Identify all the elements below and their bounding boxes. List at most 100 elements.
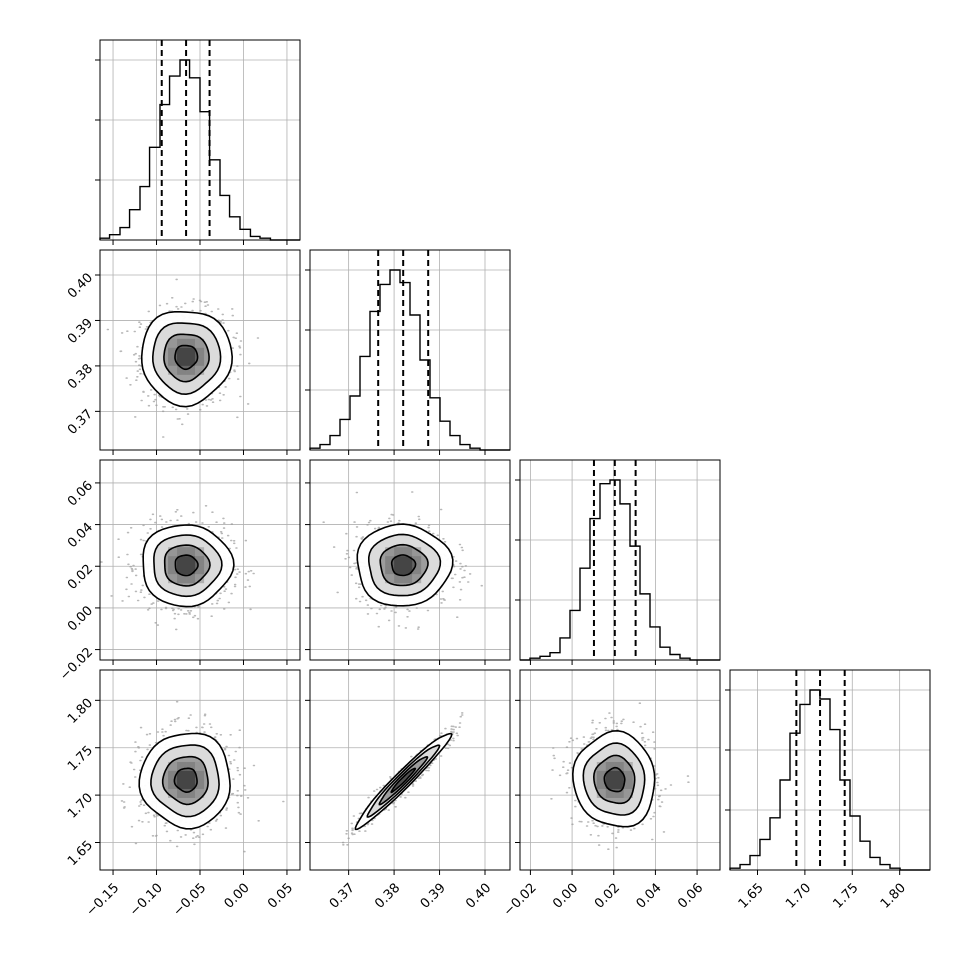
- density-block: [596, 770, 606, 780]
- histogram-series-3: [729, 689, 930, 871]
- density-block: [385, 556, 395, 566]
- density-block: [394, 565, 404, 575]
- histogram-panel-3: [725, 669, 931, 875]
- density-block: [168, 574, 178, 584]
- density-block: [177, 761, 187, 771]
- y-tick-label: 1.65: [65, 838, 96, 869]
- panel-frame: [99, 459, 301, 661]
- density-block: [168, 556, 178, 566]
- density-block: [177, 347, 187, 357]
- density-block: [596, 779, 606, 789]
- density-block: [177, 565, 187, 575]
- density-block: [403, 547, 413, 557]
- density-block: [596, 788, 606, 798]
- contour-line: [140, 311, 234, 408]
- density-block: [186, 574, 196, 584]
- histogram-panel-0: [95, 39, 301, 245]
- x-tick-label: 0.04: [634, 881, 665, 912]
- contour-line: [174, 554, 199, 577]
- panel-frame: [519, 669, 721, 871]
- density-block: [195, 779, 205, 789]
- density-block: [177, 356, 187, 366]
- density-block: [412, 565, 422, 575]
- joint-panel-2-0: [95, 459, 301, 665]
- x-tick-label: 0.39: [418, 881, 449, 912]
- y-tick-label: −0.02: [57, 645, 96, 684]
- contour-line: [603, 766, 626, 793]
- density-block: [195, 547, 205, 557]
- y-tick-label: 1.70: [65, 791, 96, 822]
- y-tick-label: 0.37: [65, 407, 96, 438]
- density-block: [195, 556, 205, 566]
- density-block: [385, 547, 395, 557]
- density-block: [403, 556, 413, 566]
- density-block: [186, 347, 196, 357]
- density-block: [168, 761, 178, 771]
- density-block: [623, 761, 633, 771]
- contour-line: [582, 742, 646, 816]
- contour-line: [163, 544, 211, 587]
- y-tick-label: 0.40: [65, 270, 96, 301]
- density-block: [168, 356, 178, 366]
- contour-line: [592, 754, 636, 805]
- density-block: [168, 565, 178, 575]
- density-block: [168, 770, 178, 780]
- density-block: [623, 779, 633, 789]
- density-block: [177, 779, 187, 789]
- contour-line: [356, 523, 454, 607]
- density-block: [394, 574, 404, 584]
- density-block: [186, 547, 196, 557]
- density-block: [186, 770, 196, 780]
- x-tick-label: 0.00: [550, 881, 581, 912]
- joint-panel-2-1: [305, 459, 511, 665]
- x-tick-label: −0.02: [501, 881, 540, 920]
- density-block: [195, 365, 205, 375]
- density-block: [177, 556, 187, 566]
- density-block: [168, 779, 178, 789]
- panel-frame: [99, 249, 301, 451]
- contour-line: [378, 755, 429, 806]
- x-tick-label: 0.00: [222, 881, 253, 912]
- density-block: [168, 365, 178, 375]
- density-block: [177, 574, 187, 584]
- histogram-series-0: [99, 59, 300, 241]
- density-block: [614, 761, 624, 771]
- contour-line: [354, 732, 453, 831]
- density-block: [186, 365, 196, 375]
- y-tick-label: 1.80: [65, 696, 96, 727]
- contour-line: [153, 534, 223, 598]
- contour-line: [368, 533, 442, 597]
- x-tick-label: 1.80: [878, 881, 909, 912]
- histogram-panel-1: [305, 249, 511, 455]
- density-block: [596, 761, 606, 771]
- y-tick-label: 0.06: [65, 478, 96, 509]
- y-tick-label: 0.38: [65, 361, 96, 392]
- contour-line: [366, 744, 441, 818]
- density-block: [186, 761, 196, 771]
- x-tick-label: 0.02: [592, 881, 623, 912]
- density-block: [403, 565, 413, 575]
- histogram-panel-2: [515, 459, 721, 665]
- density-block: [195, 356, 205, 366]
- joint-panel-3-2: [515, 669, 721, 875]
- density-block: [394, 547, 404, 557]
- x-tick-label: −0.05: [170, 881, 209, 920]
- density-block: [195, 338, 205, 348]
- panel-frame: [519, 459, 721, 661]
- density-block: [412, 574, 422, 584]
- y-tick-label: 1.75: [65, 743, 96, 774]
- contour-line: [390, 767, 417, 794]
- density-block: [186, 356, 196, 366]
- density-block: [412, 547, 422, 557]
- contour-line: [571, 729, 656, 828]
- density-block: [195, 347, 205, 357]
- contour-line: [138, 732, 231, 830]
- density-block: [186, 565, 196, 575]
- density-block: [186, 556, 196, 566]
- joint-panel-1-0: [95, 249, 301, 455]
- panel-frame: [309, 249, 511, 451]
- contour-line: [163, 333, 210, 383]
- density-block: [177, 770, 187, 780]
